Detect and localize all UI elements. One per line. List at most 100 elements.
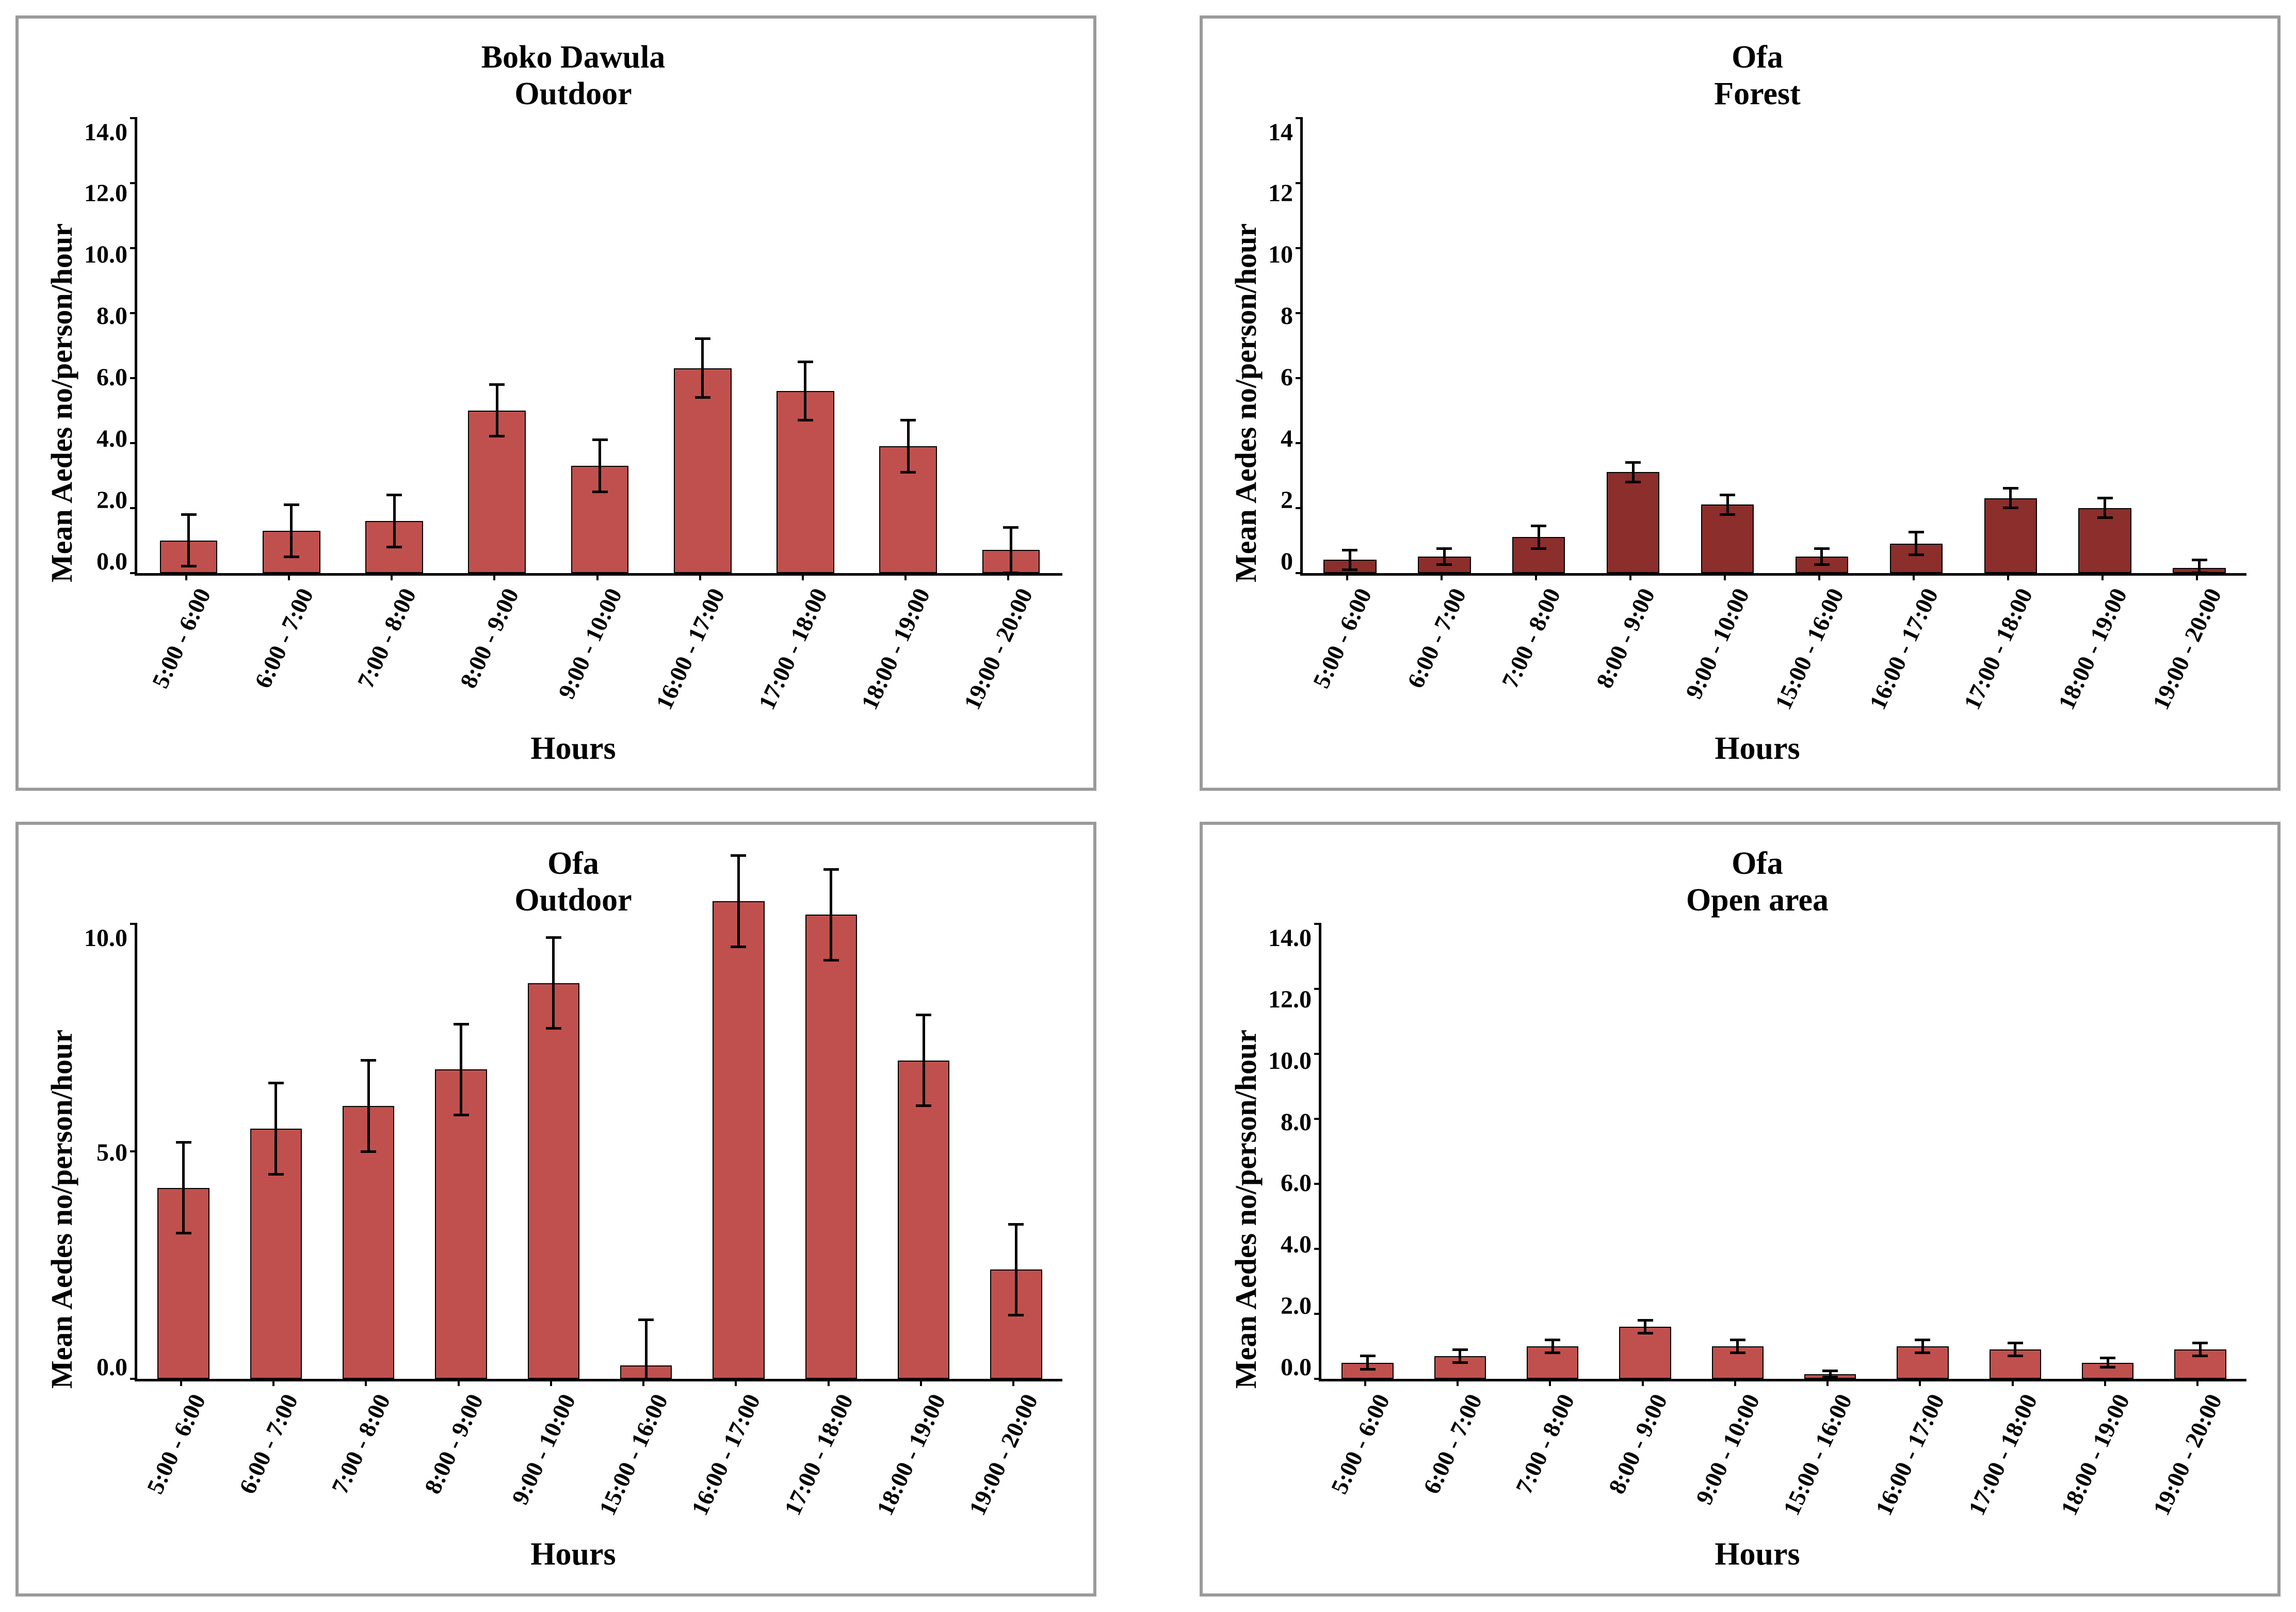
x-tick-label: 17:00 - 18:00: [1963, 1390, 2043, 1520]
error-bar-cap: [823, 868, 839, 871]
x-tick-label: 9:00 - 10:00: [1680, 584, 1755, 703]
x-tick-label: 5:00 - 6:00: [1325, 1390, 1395, 1498]
error-bar-cap: [2192, 572, 2207, 574]
plot-area: [1319, 924, 2246, 1381]
y-tick-mark: [1314, 1248, 1321, 1250]
error-bar-cap: [1915, 1352, 1930, 1354]
x-tick-mark: [1818, 573, 1820, 580]
x-tick-label: 16:00 - 17:00: [650, 584, 730, 714]
y-tick-mark: [130, 1150, 137, 1152]
error-bar: [1349, 550, 1351, 569]
error-bar-cap: [900, 419, 916, 421]
x-tick-mark: [596, 573, 599, 580]
x-tick-mark: [1642, 1379, 1644, 1386]
y-tick-mark: [1296, 442, 1303, 444]
error-bar: [2014, 1343, 2016, 1356]
error-bar: [1366, 1356, 1369, 1369]
error-bar-cap: [1452, 1361, 1468, 1364]
x-tick-mark: [1629, 573, 1631, 580]
error-bar-cap: [1342, 568, 1357, 571]
chart-column: Boko Dawula Outdoor 14.012.010.08.06.04.…: [84, 39, 1062, 767]
x-ticks: 5:00 - 6:006:00 - 7:007:00 - 8:008:00 - …: [1319, 1381, 2246, 1526]
y-tick-label: 0.0: [1281, 1353, 1312, 1381]
error-bar: [804, 362, 806, 420]
error-bar-cap: [2100, 1366, 2115, 1369]
error-bar-cap: [731, 946, 746, 948]
x-tick-label: 18:00 - 19:00: [871, 1390, 951, 1520]
error-bar-cap: [2100, 1357, 2115, 1359]
error-bar-cap: [1822, 1376, 1838, 1378]
y-tick-label: 10.0: [1268, 1047, 1312, 1075]
bar: [898, 1061, 949, 1379]
bar: [713, 901, 764, 1379]
error-bar: [1010, 527, 1012, 573]
error-bar: [1820, 548, 1823, 565]
error-bar: [367, 1061, 370, 1151]
panel-boko-outdoor: Mean Aedes no/person/hour Boko Dawula Ou…: [15, 15, 1096, 791]
y-tick-label: 2.0: [96, 486, 127, 514]
error-bar-cap: [798, 361, 813, 363]
x-tick-mark: [735, 1379, 737, 1386]
error-bar-cap: [1720, 513, 1735, 516]
error-bar-cap: [2003, 487, 2018, 490]
y-tick-label: 8.0: [96, 302, 127, 330]
panel-ofa-forest: Mean Aedes no/person/hour Ofa Forest 141…: [1200, 15, 2281, 791]
x-tick-mark: [2007, 573, 2009, 580]
x-tick-mark: [1346, 573, 1348, 580]
panel-title: Ofa Outdoor: [84, 845, 1062, 919]
y-tick-label: 6: [1281, 363, 1293, 392]
x-tick-label: 18:00 - 19:00: [2055, 1390, 2135, 1520]
error-bar: [701, 339, 704, 397]
x-tick-label: 8:00 - 9:00: [1603, 1390, 1673, 1498]
x-tick-mark: [1919, 1379, 1921, 1386]
error-bar-cap: [1915, 1339, 1930, 1341]
error-bar: [1632, 462, 1635, 482]
error-bar-cap: [268, 1173, 284, 1176]
error-bar-cap: [1909, 531, 1924, 533]
error-bar-cap: [1638, 1332, 1653, 1334]
x-tick-mark: [493, 573, 495, 580]
error-bar-cap: [1531, 525, 1546, 527]
chart-column: Ofa Forest 14121086420 5:00 - 6:006:00 -…: [1268, 39, 2246, 767]
y-tick-mark: [130, 923, 137, 925]
xticks-spacer: [1268, 576, 1300, 720]
x-tick-mark: [1441, 573, 1443, 580]
y-tick-label: 6.0: [96, 363, 127, 392]
error-bar-cap: [1360, 1355, 1376, 1357]
x-tick-label: 9:00 - 10:00: [506, 1390, 581, 1509]
x-tick-label: 17:00 - 18:00: [753, 584, 833, 714]
x-tick-label: 18:00 - 19:00: [855, 584, 935, 714]
y-ticks: 14.012.010.08.06.04.02.00.0: [84, 118, 135, 576]
error-bar: [1726, 495, 1729, 514]
x-tick-mark: [1364, 1379, 1366, 1386]
y-tick-mark: [1296, 247, 1303, 249]
error-bar-cap: [1436, 547, 1452, 550]
error-bar-cap: [1720, 494, 1735, 496]
panel-ofa-outdoor: Mean Aedes no/person/hour Ofa Outdoor 10…: [15, 822, 1096, 1597]
y-tick-mark: [1314, 1053, 1321, 1055]
plot-area: [135, 924, 1062, 1381]
error-bar-cap: [900, 471, 916, 474]
error-bar: [182, 1142, 185, 1233]
error-bar-cap: [1008, 1223, 1024, 1226]
y-ticks: 10.05.00.0: [84, 924, 135, 1381]
x-tick-label: 8:00 - 9:00: [455, 584, 525, 692]
x-tick-mark: [1549, 1379, 1551, 1386]
x-tick-mark: [2012, 1379, 2014, 1386]
y-tick-label: 14: [1268, 118, 1293, 146]
x-ticks: 5:00 - 6:006:00 - 7:007:00 - 8:008:00 - …: [135, 576, 1062, 720]
panel-ofa-open: Mean Aedes no/person/hour Ofa Open area …: [1200, 822, 2281, 1597]
plot-wrap: 14.012.010.08.06.04.02.00.0: [84, 118, 1062, 576]
x-tick-label: 15:00 - 16:00: [593, 1390, 673, 1520]
x-tick-label: 6:00 - 7:00: [1417, 1390, 1487, 1498]
error-bar: [460, 1024, 462, 1115]
error-bar-cap: [176, 1141, 191, 1144]
y-tick-mark: [1296, 117, 1303, 119]
y-tick-mark: [1314, 923, 1321, 925]
x-tick-label: 6:00 - 7:00: [1402, 584, 1472, 692]
x-axis-label: Hours: [1268, 730, 2246, 767]
error-bar-cap: [361, 1150, 376, 1153]
error-bar-cap: [1730, 1352, 1745, 1354]
x-tick-mark: [642, 1379, 644, 1386]
error-bar: [187, 514, 190, 566]
